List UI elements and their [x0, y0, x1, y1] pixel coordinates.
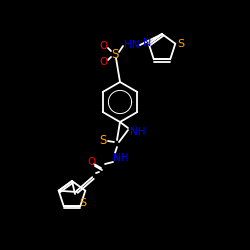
Text: NH: NH	[113, 153, 129, 163]
Text: O: O	[100, 57, 108, 67]
Text: NH: NH	[130, 127, 146, 137]
Text: S: S	[111, 48, 119, 60]
Text: O: O	[100, 41, 108, 51]
Text: N: N	[142, 38, 151, 48]
Text: S: S	[79, 198, 86, 208]
Text: S: S	[99, 134, 107, 146]
Text: HN: HN	[124, 40, 140, 50]
Text: S: S	[177, 39, 184, 49]
Text: O: O	[87, 157, 95, 167]
